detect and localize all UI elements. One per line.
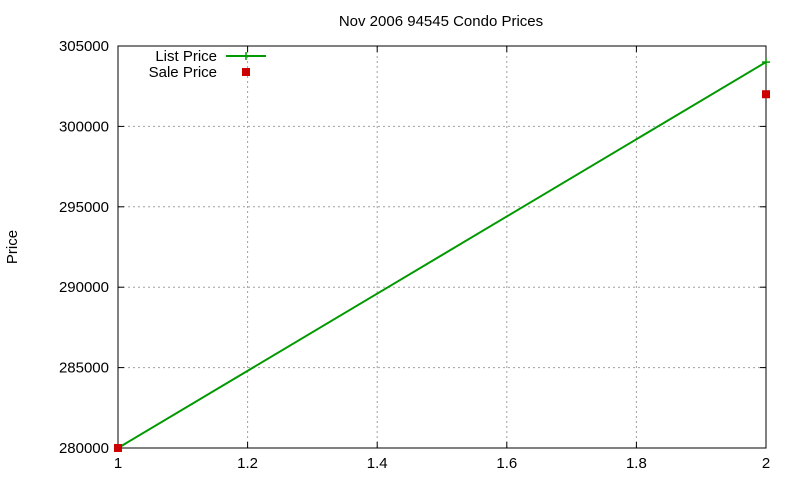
- x-tick-label: 2: [762, 455, 770, 472]
- list-price-point: [762, 58, 770, 67]
- legend-label: Sale Price: [149, 64, 217, 81]
- plot-area: [114, 58, 770, 452]
- x-tick-label: 1: [114, 455, 122, 472]
- grid: [118, 46, 766, 448]
- y-tick-label: 280000: [59, 440, 109, 457]
- x-tick-label: 1.6: [496, 455, 517, 472]
- list-price-line: [117, 61, 767, 449]
- y-axis-label: Price: [4, 230, 21, 264]
- x-tick-label: 1.8: [626, 455, 647, 472]
- chart-title: Nov 2006 94545 Condo Prices: [339, 13, 543, 30]
- y-tick-label: 295000: [59, 199, 109, 216]
- plot-frame: [117, 45, 767, 449]
- x-tick-label: 1.2: [237, 455, 258, 472]
- y-tick-label: 305000: [59, 38, 109, 55]
- legend-marker: [242, 52, 250, 60]
- x-tick-label: 1.4: [367, 455, 388, 472]
- axis-ticks: 1 1.2 1.4 1.6 1.8 2 280000 285000 290000 295000 30…: [59, 38, 770, 472]
- y-tick-label: 300000: [59, 118, 109, 135]
- sale-price-point: [114, 444, 122, 452]
- legend-marker: [242, 68, 250, 76]
- y-tick-label: 290000: [59, 279, 109, 296]
- sale-price-point: [762, 90, 770, 99]
- legend-label: List Price: [155, 48, 217, 65]
- y-tick-label: 285000: [59, 360, 109, 377]
